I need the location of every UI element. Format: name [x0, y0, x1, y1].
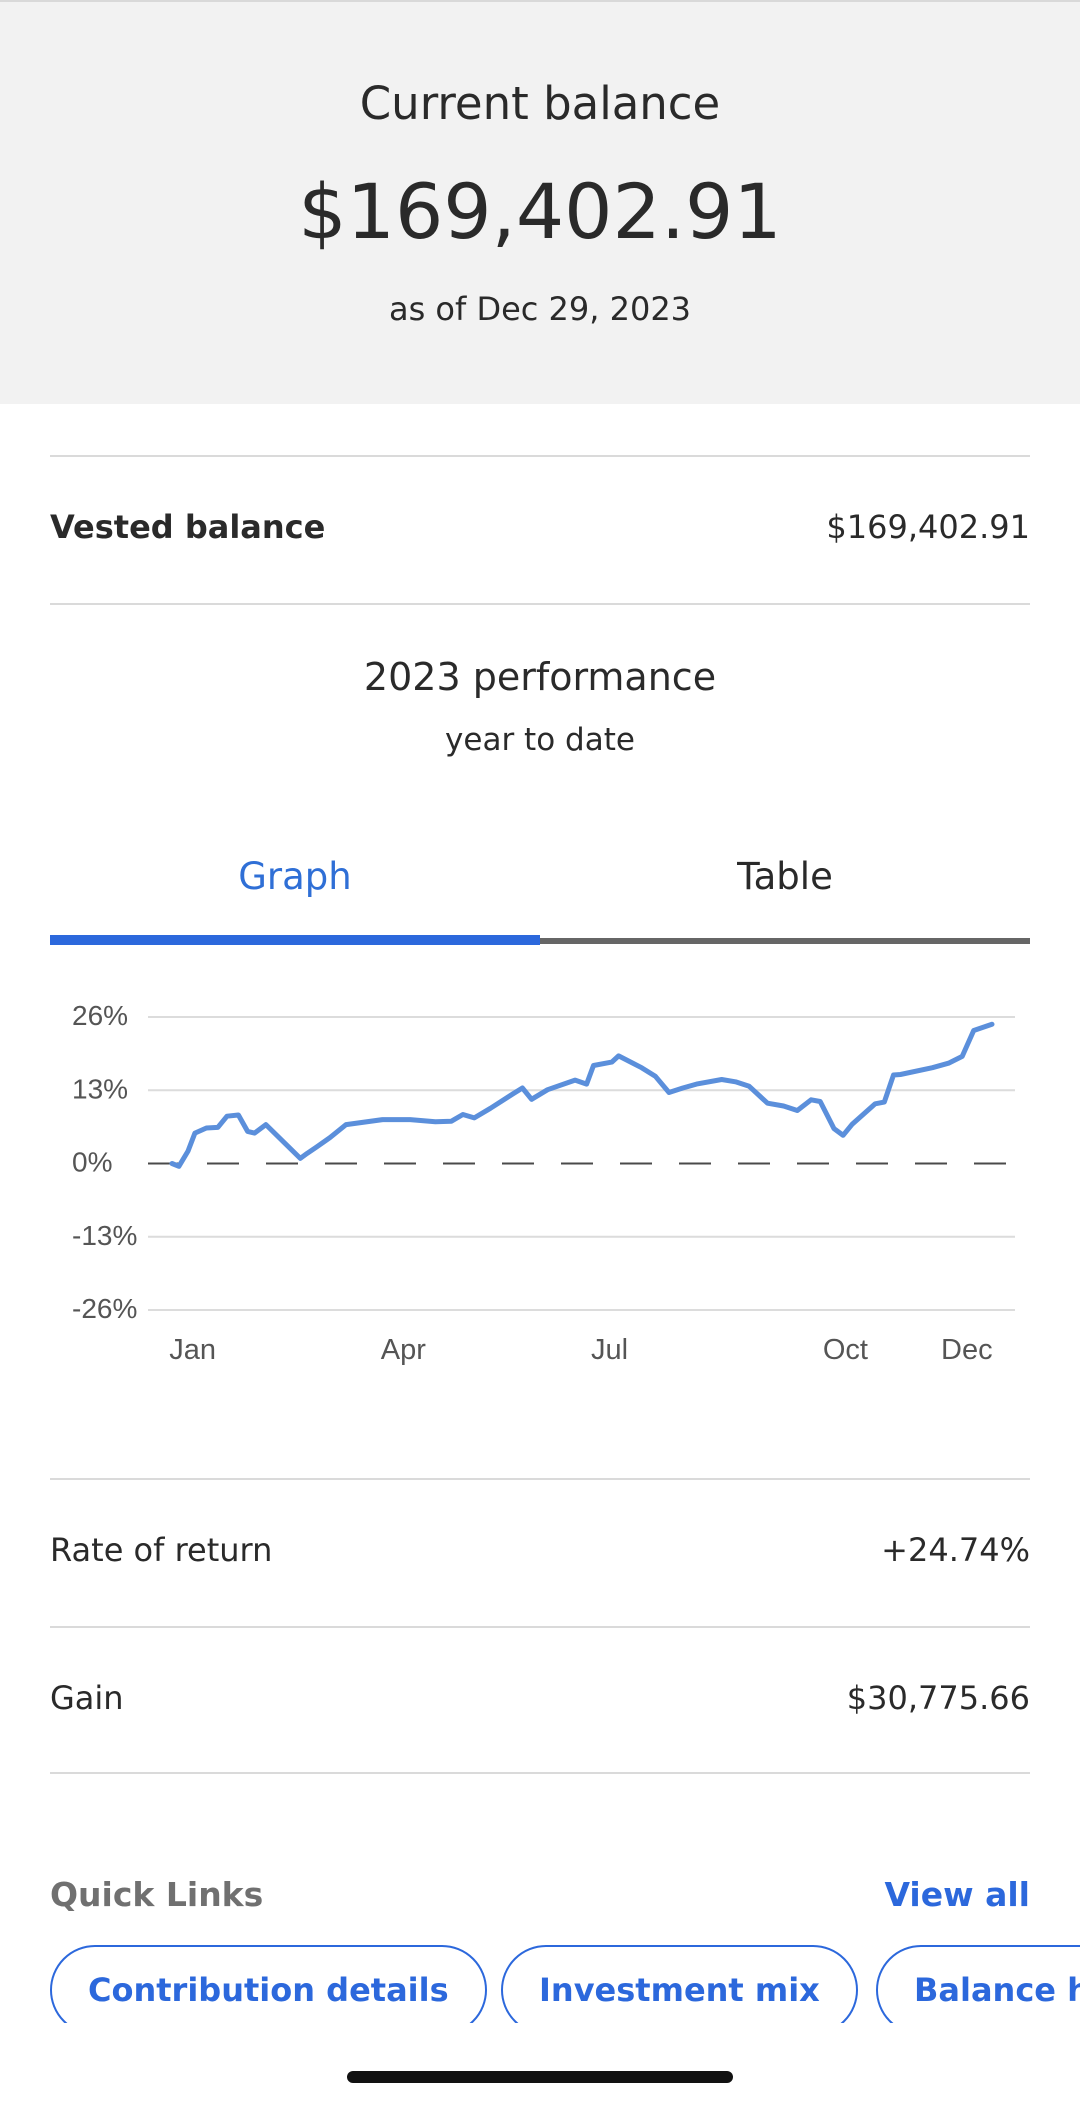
- y-tick-label: 13%: [72, 1073, 128, 1104]
- performance-series-line: [169, 1021, 995, 1169]
- quick-links-title: Quick Links: [50, 1875, 264, 1914]
- tab-table[interactable]: Table: [737, 855, 833, 898]
- contribution-details-button[interactable]: Contribution details: [50, 1945, 487, 2023]
- tab-graph[interactable]: Graph: [238, 855, 352, 898]
- y-tick-label: -13%: [72, 1220, 137, 1251]
- y-tick-label: -26%: [72, 1293, 137, 1324]
- view-all-link[interactable]: View all: [884, 1875, 1030, 1914]
- rate-of-return-value: +24.74%: [881, 1531, 1030, 1569]
- vested-balance-label: Vested balance: [50, 508, 326, 546]
- y-tick-label: 0%: [72, 1147, 112, 1178]
- vested-balance-value: $169,402.91: [826, 508, 1030, 546]
- x-tick-label: Jan: [169, 1334, 216, 1366]
- gain-label: Gain: [50, 1679, 124, 1717]
- divider: [50, 1626, 1030, 1628]
- x-tick-label: Oct: [823, 1334, 868, 1366]
- balance-date: as of Dec 29, 2023: [388, 290, 692, 328]
- current-balance-amount: $169,402.91: [298, 167, 782, 256]
- quick-links-carousel[interactable]: Contribution details Investment mix Bala…: [0, 1945, 1080, 2023]
- balance-title: Current balance: [359, 77, 721, 130]
- tab-track: [50, 938, 1030, 944]
- balance-history-button[interactable]: Balance h: [876, 1945, 1080, 2023]
- divider: [50, 603, 1030, 605]
- gain-value: $30,775.66: [846, 1679, 1030, 1717]
- tab-active-indicator: [50, 935, 540, 945]
- performance-subtitle: year to date: [445, 722, 635, 758]
- x-tick-label: Apr: [381, 1334, 426, 1366]
- rate-of-return-label: Rate of return: [50, 1531, 273, 1569]
- balance-header: Current balance $169,402.91 as of Dec 29…: [0, 0, 1080, 404]
- divider: [50, 1478, 1030, 1480]
- x-tick-label: Jul: [591, 1334, 628, 1366]
- divider: [50, 455, 1030, 457]
- performance-title: 2023 performance: [363, 655, 717, 699]
- x-tick-label: Dec: [941, 1334, 993, 1366]
- y-tick-label: 26%: [72, 1000, 128, 1031]
- investment-mix-button[interactable]: Investment mix: [501, 1945, 858, 2023]
- home-indicator: [347, 2071, 733, 2083]
- performance-line-chart: 26% 13% 0% -13% -26% Jan Apr Jul Oct Dec: [72, 1000, 1015, 1366]
- divider: [50, 1772, 1030, 1774]
